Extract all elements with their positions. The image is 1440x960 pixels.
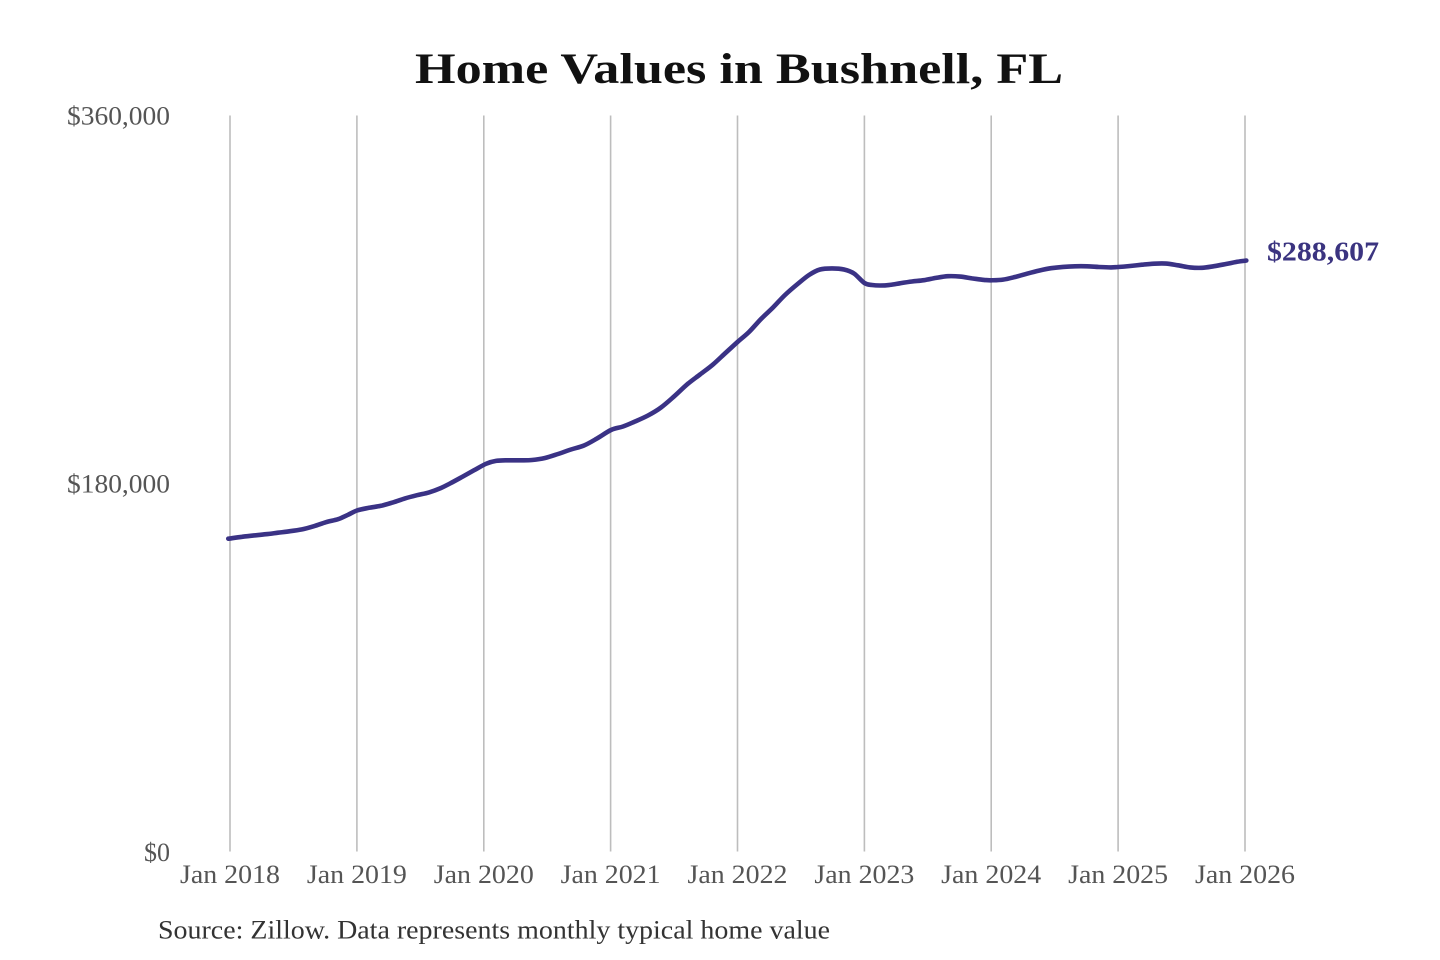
- svg-text:Jan 2021: Jan 2021: [561, 860, 661, 889]
- svg-text:Jan 2025: Jan 2025: [1068, 860, 1168, 889]
- svg-text:Jan 2020: Jan 2020: [434, 860, 534, 889]
- svg-text:Jan 2019: Jan 2019: [307, 860, 407, 889]
- svg-text:Home Values in Bushnell, FL: Home Values in Bushnell, FL: [415, 46, 1063, 93]
- svg-text:Jan 2022: Jan 2022: [688, 860, 788, 889]
- svg-text:Source: Zillow. Data represent: Source: Zillow. Data represents monthly …: [158, 916, 830, 945]
- svg-text:Jan 2026: Jan 2026: [1195, 860, 1295, 889]
- svg-text:Jan 2024: Jan 2024: [941, 860, 1041, 889]
- svg-text:Jan 2018: Jan 2018: [180, 860, 280, 889]
- svg-text:$0: $0: [144, 838, 170, 867]
- svg-text:Jan 2023: Jan 2023: [814, 860, 914, 889]
- svg-text:$180,000: $180,000: [67, 470, 170, 499]
- svg-text:$288,607: $288,607: [1267, 236, 1379, 267]
- svg-text:$360,000: $360,000: [67, 102, 170, 131]
